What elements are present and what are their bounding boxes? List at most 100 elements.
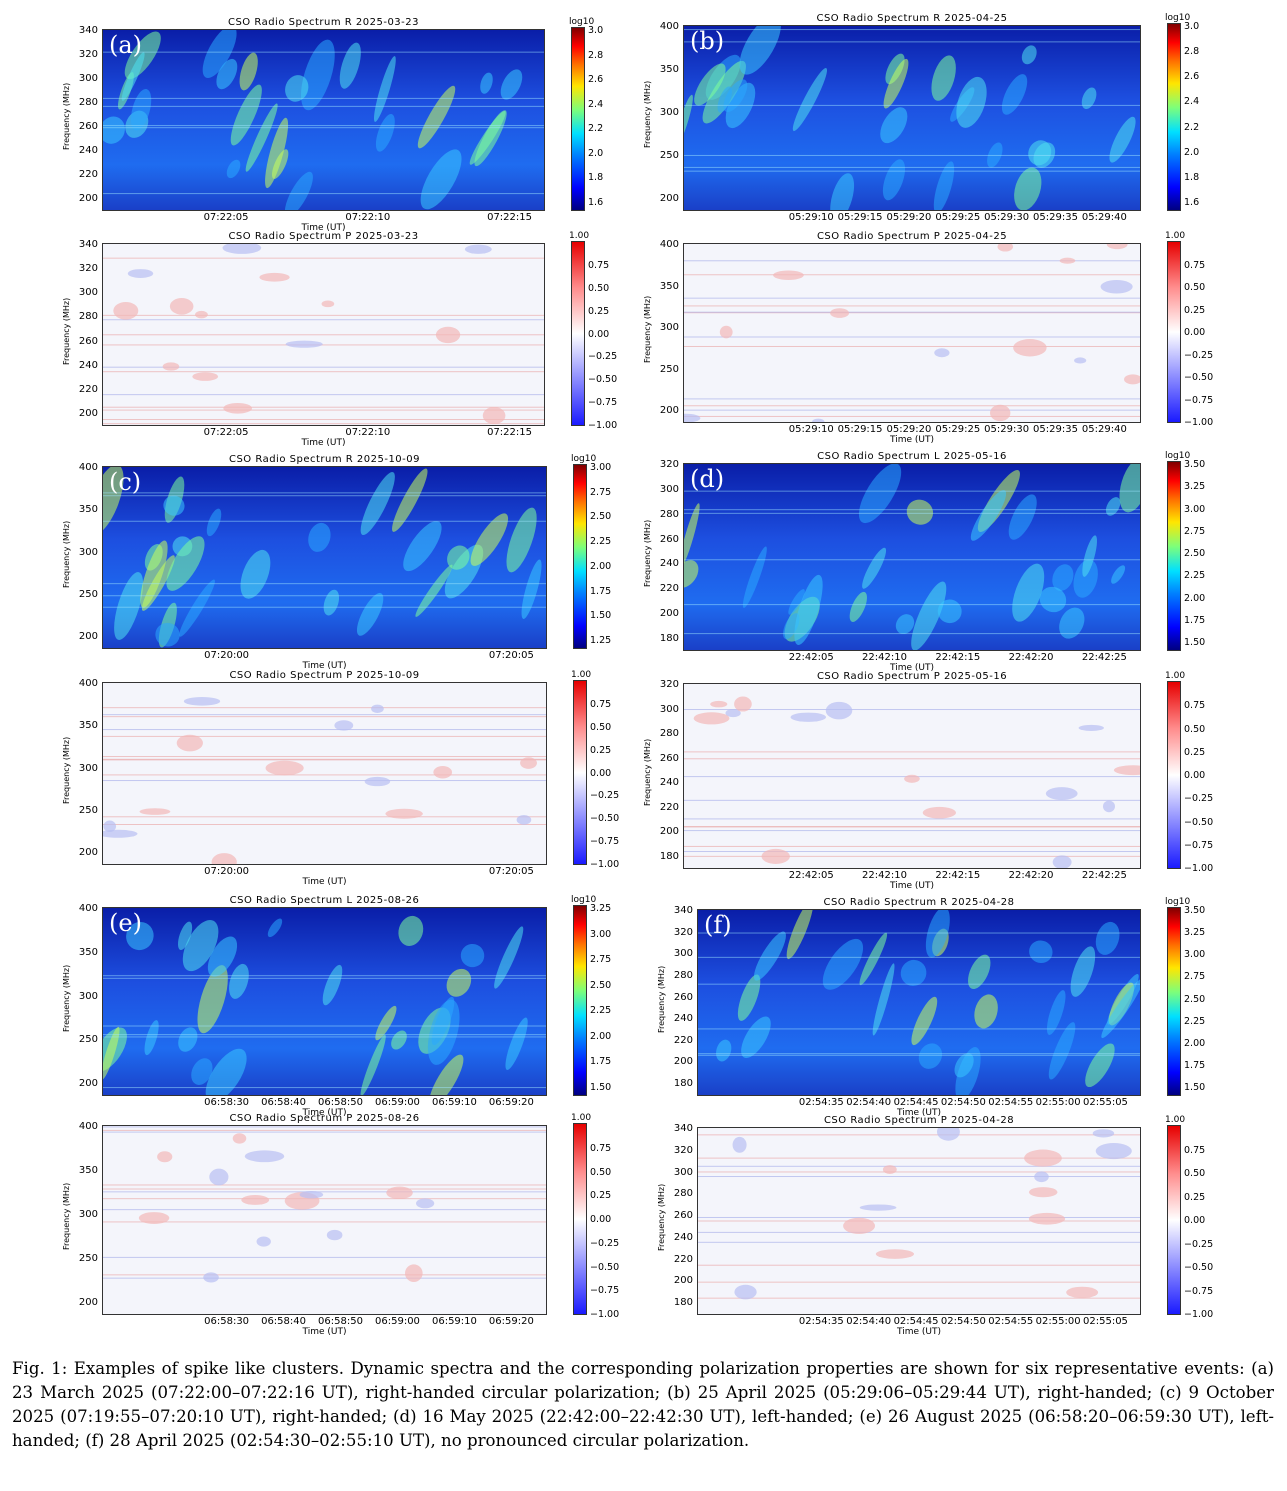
polarization-feature xyxy=(1028,1212,1066,1225)
x-axis-label: Time (UT) xyxy=(302,1327,347,1337)
colorbar-tick-label: 0.00 xyxy=(1184,770,1206,781)
colorbar-tick-label: 1.50 xyxy=(590,1082,612,1093)
y-tick-label: 300 xyxy=(78,73,98,84)
x-tick-label: 22:42:05 xyxy=(788,870,834,881)
rfi-line xyxy=(103,1129,546,1131)
colorbar-tick-label: 1.50 xyxy=(1184,1082,1206,1093)
polarization-feature xyxy=(761,848,790,864)
colorbar-tick-label: 3.50 xyxy=(1184,905,1206,916)
colorbar xyxy=(1167,461,1181,651)
rfi-line xyxy=(684,512,1140,514)
y-tick-label: 300 xyxy=(659,107,679,118)
burst-feature xyxy=(126,921,154,951)
colorbar-tick-label: 2.75 xyxy=(590,954,612,966)
rfi-line xyxy=(684,851,1140,853)
burst-feature xyxy=(786,910,814,960)
x-tick-label: 02:55:00 xyxy=(1035,1316,1081,1327)
rfi-line xyxy=(684,509,1140,511)
colorbar-tick-label: 0.75 xyxy=(590,1142,612,1154)
polarization-feature xyxy=(157,1151,173,1163)
x-tick-label: 07:22:10 xyxy=(345,212,391,223)
colorbar-tick-label: 0.25 xyxy=(588,305,610,317)
burst-feature xyxy=(955,1047,981,1095)
rfi-line xyxy=(684,799,1140,801)
burst-feature xyxy=(403,521,442,572)
colorbar-title: 1.00 xyxy=(571,1113,592,1123)
x-tick-label: 06:59:20 xyxy=(488,1097,534,1108)
rfi-line xyxy=(684,297,1140,299)
y-tick-label: 350 xyxy=(78,1165,98,1176)
y-tick-label: 180 xyxy=(659,851,679,862)
colorbar-tick-label: 0.50 xyxy=(590,1166,612,1178)
burst-feature xyxy=(859,932,888,986)
colorbar-tick-label: 1.8 xyxy=(588,172,604,184)
colorbar-tick-label: −0.25 xyxy=(1184,1238,1214,1250)
rfi-line xyxy=(684,758,1140,760)
y-tick-label: 200 xyxy=(78,631,98,642)
intensity-plot-b: CSO Radio Spectrum R 2025-04-25 (b) 400 350… xyxy=(643,13,1199,223)
polarization-feature xyxy=(843,1217,876,1235)
rfi-line xyxy=(684,405,1140,407)
polarization-feature xyxy=(719,325,733,339)
y-axis-label: Frequency (MHz) xyxy=(657,965,666,1033)
rfi-line xyxy=(684,633,1140,635)
polarization-feature xyxy=(256,1236,271,1247)
y-tick-label: 250 xyxy=(78,1034,98,1046)
plot-area: (c) xyxy=(102,466,547,649)
y-tick-label: 250 xyxy=(78,804,98,816)
burst-feature xyxy=(1048,1022,1076,1080)
burst-feature xyxy=(862,547,887,589)
burst-feature xyxy=(937,599,962,624)
burst-feature xyxy=(339,42,361,89)
polarization-feature xyxy=(192,372,219,381)
burst-feature xyxy=(974,994,998,1029)
rfi-line xyxy=(684,311,1140,313)
burst-feature xyxy=(140,540,168,608)
colorbar xyxy=(1167,241,1181,423)
colorbar-tick-label: 3.25 xyxy=(1184,927,1206,939)
rfi-line xyxy=(698,1297,1140,1299)
burst-feature xyxy=(911,996,938,1046)
y-tick-label: 200 xyxy=(78,1297,98,1308)
burst-feature xyxy=(265,117,289,189)
colorbar-tick-label: 1.50 xyxy=(590,610,612,622)
colorbar-tick-label: 0.75 xyxy=(1184,700,1206,712)
y-axis-label: Frequency (MHz) xyxy=(643,519,652,587)
x-tick-label: 02:54:55 xyxy=(988,1316,1034,1327)
x-tick-label: 02:55:00 xyxy=(1035,1097,1081,1108)
intensity-plot-c: CSO Radio Spectrum R 2025-10-09 (c) 400 350… xyxy=(62,454,611,671)
polarization-feature xyxy=(334,720,354,731)
y-tick-label: 240 xyxy=(659,558,679,570)
colorbar-tick-label: −1.00 xyxy=(588,420,618,431)
burst-feature xyxy=(191,1058,213,1085)
x-tick-label: 05:29:30 xyxy=(984,212,1030,223)
rfi-line xyxy=(684,274,1140,276)
rfi-line xyxy=(684,41,1140,43)
y-tick-label: 340 xyxy=(78,239,98,250)
y-tick-label: 400 xyxy=(78,462,98,473)
burst-feature xyxy=(716,1039,732,1062)
rfi-line xyxy=(103,714,546,716)
rfi-line xyxy=(103,729,546,731)
colorbar-title: log10 xyxy=(1165,897,1191,907)
x-tick-label: 05:29:10 xyxy=(788,212,834,223)
y-tick-label: 300 xyxy=(659,703,679,715)
burst-feature xyxy=(155,622,180,647)
polarization-feature xyxy=(138,1212,170,1225)
burst-feature xyxy=(792,68,828,132)
colorbar-tick-label: −0.75 xyxy=(590,1285,620,1297)
burst-feature xyxy=(494,926,524,989)
burst-feature xyxy=(322,964,343,1006)
colorbar-tick-label: 3.00 xyxy=(1184,949,1206,961)
burst-feature xyxy=(956,76,987,128)
y-axis-label: Frequency (MHz) xyxy=(62,964,71,1032)
rfi-line xyxy=(103,1126,546,1128)
colorbar xyxy=(573,1123,587,1315)
y-tick-label: 180 xyxy=(673,1078,693,1089)
burst-feature xyxy=(858,464,902,524)
colorbar-tick-label: 0.50 xyxy=(1184,723,1206,735)
colorbar-title: 1.00 xyxy=(1165,231,1186,241)
y-tick-label: 300 xyxy=(78,762,98,774)
x-tick-label: 06:59:10 xyxy=(431,1316,477,1327)
x-tick-label: 05:29:25 xyxy=(935,424,981,435)
